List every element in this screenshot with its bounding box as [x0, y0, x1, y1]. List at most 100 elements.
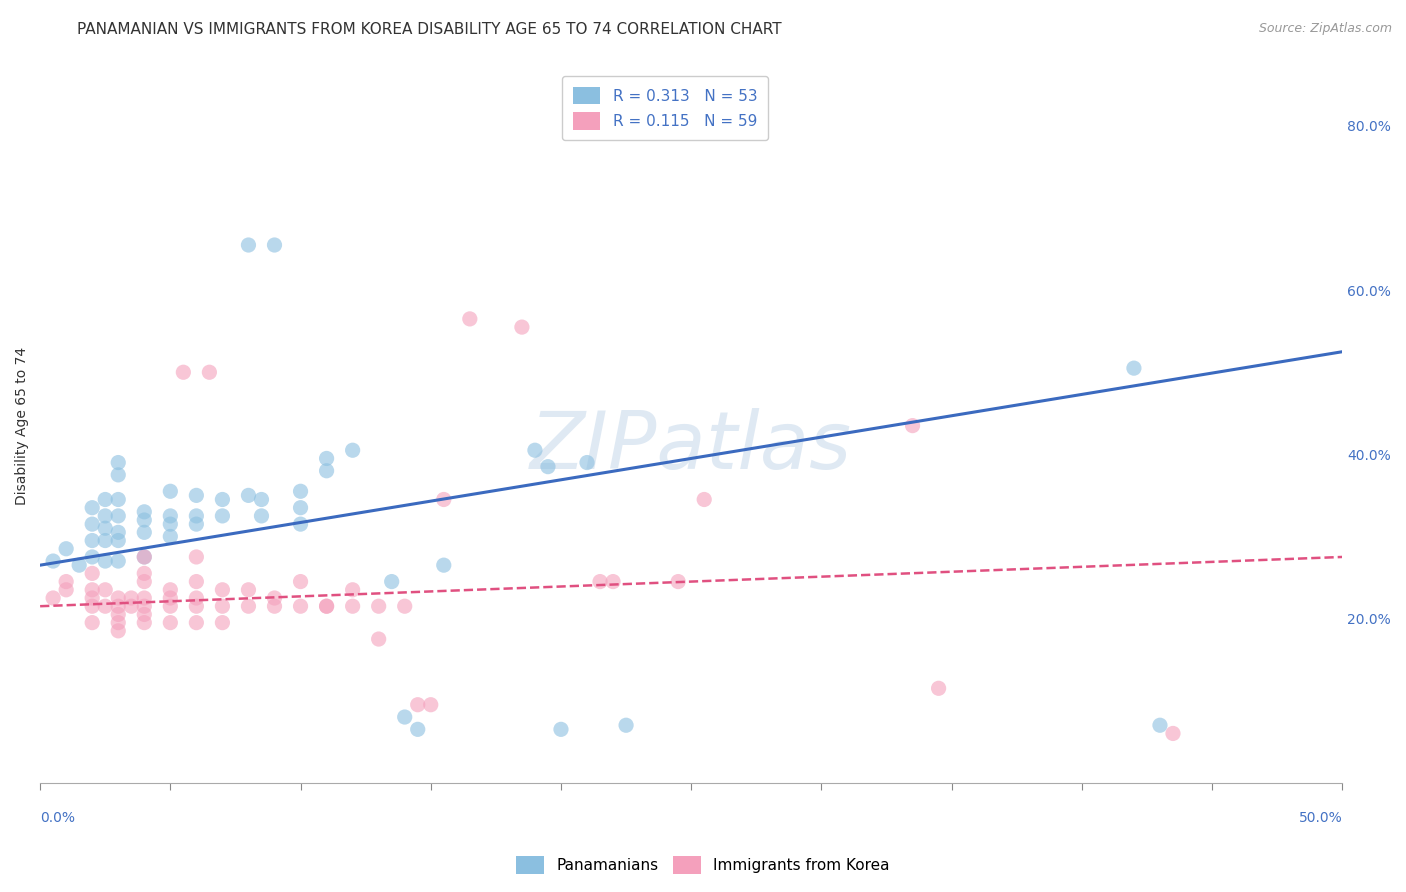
Point: [120, 591, 142, 605]
Point: [367, 599, 389, 614]
Point: [94, 533, 117, 548]
Point: [186, 549, 208, 564]
Point: [211, 582, 233, 597]
Point: [198, 365, 221, 379]
Point: [159, 591, 181, 605]
Point: [263, 591, 285, 605]
Point: [134, 513, 156, 527]
Text: PANAMANIAN VS IMMIGRANTS FROM KOREA DISABILITY AGE 65 TO 74 CORRELATION CHART: PANAMANIAN VS IMMIGRANTS FROM KOREA DISA…: [77, 22, 782, 37]
Point: [55, 574, 77, 589]
Point: [107, 508, 129, 523]
Point: [1161, 726, 1184, 740]
Point: [107, 591, 129, 605]
Point: [419, 698, 441, 712]
Y-axis label: Disability Age 65 to 74: Disability Age 65 to 74: [15, 347, 30, 505]
Point: [367, 632, 389, 646]
Point: [342, 443, 364, 458]
Point: [159, 529, 181, 543]
Point: [186, 615, 208, 630]
Point: [433, 558, 456, 573]
Point: [107, 599, 129, 614]
Point: [250, 508, 273, 523]
Point: [134, 615, 156, 630]
Point: [550, 723, 572, 737]
Point: [433, 492, 456, 507]
Point: [315, 599, 337, 614]
Point: [290, 500, 312, 515]
Point: [159, 615, 181, 630]
Point: [134, 591, 156, 605]
Point: [290, 574, 312, 589]
Point: [159, 508, 181, 523]
Point: [55, 541, 77, 556]
Point: [186, 591, 208, 605]
Point: [134, 574, 156, 589]
Point: [186, 574, 208, 589]
Point: [290, 517, 312, 532]
Point: [394, 599, 416, 614]
Point: [315, 451, 337, 466]
Text: ZIPatlas: ZIPatlas: [530, 408, 852, 486]
Point: [211, 492, 233, 507]
Text: Source: ZipAtlas.com: Source: ZipAtlas.com: [1258, 22, 1392, 36]
Point: [134, 566, 156, 581]
Point: [82, 500, 104, 515]
Point: [602, 574, 624, 589]
Legend: R = 0.313   N = 53, R = 0.115   N = 59: R = 0.313 N = 53, R = 0.115 N = 59: [562, 76, 768, 140]
Point: [523, 443, 546, 458]
Point: [394, 710, 416, 724]
Point: [159, 599, 181, 614]
Point: [1122, 361, 1144, 376]
Point: [693, 492, 716, 507]
Point: [134, 549, 156, 564]
Point: [589, 574, 612, 589]
Point: [928, 681, 950, 696]
Point: [94, 508, 117, 523]
Point: [290, 484, 312, 499]
Point: [1149, 718, 1171, 732]
Point: [82, 599, 104, 614]
Point: [458, 312, 481, 326]
Point: [186, 599, 208, 614]
Point: [342, 599, 364, 614]
Point: [67, 558, 90, 573]
Point: [159, 582, 181, 597]
Point: [614, 718, 637, 732]
Point: [315, 599, 337, 614]
Point: [381, 574, 404, 589]
Point: [134, 607, 156, 622]
Point: [666, 574, 689, 589]
Point: [82, 517, 104, 532]
Point: [107, 533, 129, 548]
Point: [238, 238, 260, 252]
Point: [82, 549, 104, 564]
Point: [107, 467, 129, 482]
Point: [576, 456, 599, 470]
Point: [107, 456, 129, 470]
Point: [94, 521, 117, 535]
Point: [159, 484, 181, 499]
Point: [901, 418, 924, 433]
Text: 50.0%: 50.0%: [1299, 811, 1343, 825]
Point: [186, 508, 208, 523]
Point: [42, 554, 65, 568]
Point: [290, 599, 312, 614]
Point: [94, 554, 117, 568]
Point: [186, 517, 208, 532]
Point: [82, 582, 104, 597]
Point: [55, 582, 77, 597]
Point: [315, 464, 337, 478]
Point: [211, 508, 233, 523]
Point: [238, 599, 260, 614]
Point: [211, 615, 233, 630]
Point: [107, 624, 129, 638]
Point: [42, 591, 65, 605]
Legend: Panamanians, Immigrants from Korea: Panamanians, Immigrants from Korea: [510, 850, 896, 880]
Point: [510, 320, 533, 334]
Point: [263, 599, 285, 614]
Point: [211, 599, 233, 614]
Point: [134, 549, 156, 564]
Point: [107, 615, 129, 630]
Point: [238, 488, 260, 502]
Point: [107, 554, 129, 568]
